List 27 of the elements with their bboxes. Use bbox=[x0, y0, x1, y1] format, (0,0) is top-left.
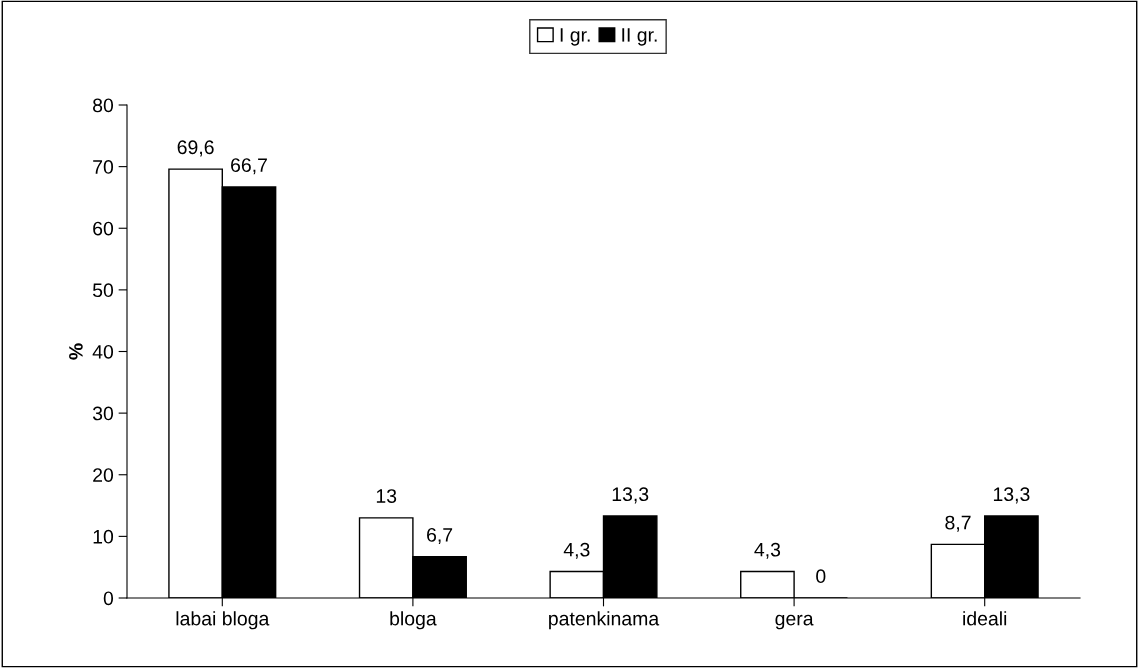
legend-label: II gr. bbox=[622, 28, 657, 46]
y-tick-label: 70 bbox=[93, 160, 114, 174]
x-tick-label: ideali bbox=[963, 611, 1007, 626]
x-tick-label: patenkinama bbox=[549, 611, 660, 630]
y-tick-label: 30 bbox=[92, 406, 114, 421]
data-label: 13,3 bbox=[612, 487, 649, 504]
data-label: 8,7 bbox=[945, 515, 971, 532]
data-label: 6,7 bbox=[427, 527, 453, 545]
x-tick-label: gera bbox=[775, 614, 814, 630]
y-axis-title: % bbox=[69, 343, 83, 360]
y-tick-label: 80 bbox=[93, 98, 114, 113]
data-label: 13 bbox=[376, 489, 397, 503]
y-tick-label: 50 bbox=[92, 283, 114, 298]
data-label: 4,3 bbox=[754, 542, 781, 559]
data-label: 66,7 bbox=[231, 158, 267, 175]
legend-label: I gr. bbox=[560, 28, 590, 46]
data-label: 69,6 bbox=[177, 140, 214, 157]
y-tick-label: 20 bbox=[93, 468, 114, 482]
y-tick-label: 40 bbox=[92, 344, 114, 359]
data-label: 13,3 bbox=[993, 487, 1030, 504]
x-tick-label: bloga bbox=[390, 611, 437, 630]
y-tick-label: 60 bbox=[93, 221, 114, 236]
y-tick-label: 0 bbox=[103, 591, 114, 606]
data-label: 4,3 bbox=[563, 542, 590, 559]
data-label: 0 bbox=[816, 569, 826, 584]
x-tick-label: labai bloga bbox=[176, 611, 270, 630]
y-tick-label: 10 bbox=[93, 529, 114, 544]
